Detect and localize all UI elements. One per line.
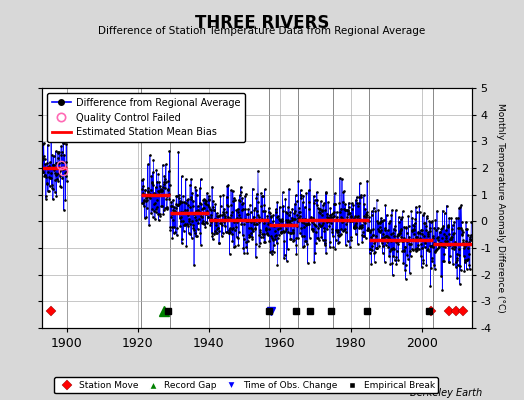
Legend: Difference from Regional Average, Quality Control Failed, Estimated Station Mean: Difference from Regional Average, Qualit… — [47, 93, 245, 142]
Y-axis label: Monthly Temperature Anomaly Difference (°C): Monthly Temperature Anomaly Difference (… — [496, 103, 505, 313]
Text: Berkeley Earth: Berkeley Earth — [410, 388, 482, 398]
Text: THREE RIVERS: THREE RIVERS — [195, 14, 329, 32]
Text: Difference of Station Temperature Data from Regional Average: Difference of Station Temperature Data f… — [99, 26, 425, 36]
Legend: Station Move, Record Gap, Time of Obs. Change, Empirical Break: Station Move, Record Gap, Time of Obs. C… — [54, 377, 438, 394]
